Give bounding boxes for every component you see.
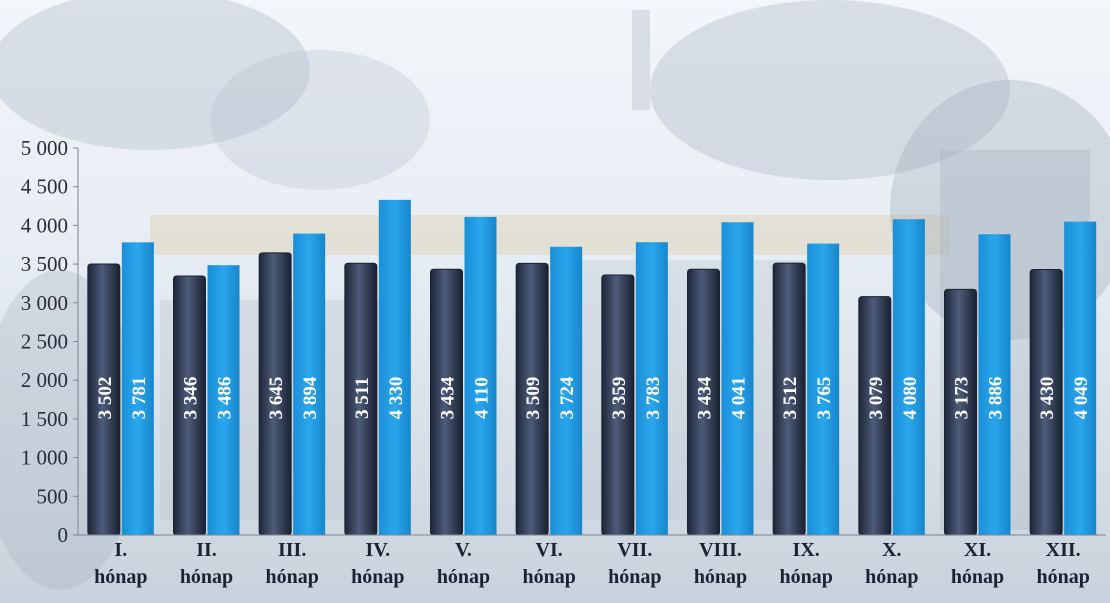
bar-series-2 bbox=[807, 243, 840, 536]
x-tick-label: V. bbox=[455, 539, 472, 561]
value-label: 3 346 bbox=[181, 377, 202, 420]
bar-series-2 bbox=[635, 242, 668, 535]
x-tick-label-sub: hónap bbox=[265, 566, 318, 588]
value-label: 3 509 bbox=[523, 377, 544, 420]
bar-series-2 bbox=[293, 233, 326, 535]
value-label: 3 783 bbox=[643, 377, 664, 420]
x-tick-label: IX. bbox=[793, 539, 820, 561]
y-tick-label: 1 500 bbox=[21, 407, 68, 431]
value-label: 3 434 bbox=[438, 376, 459, 419]
value-label: 4 041 bbox=[729, 377, 750, 420]
y-tick-label: 3 500 bbox=[21, 252, 68, 276]
x-tick-label-sub: hónap bbox=[608, 566, 661, 588]
bar-series-2 bbox=[207, 265, 240, 535]
value-label: 3 781 bbox=[129, 377, 150, 420]
value-label: 4 110 bbox=[472, 377, 493, 419]
value-label: 3 724 bbox=[557, 376, 578, 419]
value-label: 3 765 bbox=[814, 377, 835, 420]
bar-series-2 bbox=[1064, 221, 1097, 535]
bar-series-2 bbox=[464, 216, 497, 536]
value-label: 3 886 bbox=[986, 377, 1007, 420]
value-label: 3 645 bbox=[266, 377, 287, 420]
y-axis: 0 500 1 000 1 500 2 000 2 500 3 000 3 500 4 000 4… bbox=[21, 136, 79, 547]
value-label: 4 330 bbox=[386, 377, 407, 420]
value-label: 3 434 bbox=[695, 376, 716, 419]
bar-series-2 bbox=[378, 199, 411, 535]
bar-series-2 bbox=[550, 246, 583, 536]
value-label: 4 080 bbox=[900, 377, 921, 420]
bar-series-2 bbox=[978, 234, 1011, 535]
x-tick-label: XII. bbox=[1046, 539, 1081, 561]
x-tick-label-sub: hónap bbox=[437, 566, 490, 588]
x-tick-label: I. bbox=[114, 539, 127, 561]
bar-series-2 bbox=[721, 222, 754, 535]
x-tick-label: II. bbox=[196, 539, 217, 561]
y-tick-label: 5 000 bbox=[21, 136, 68, 160]
value-label: 3 511 bbox=[352, 377, 373, 419]
y-tick-label: 0 bbox=[58, 523, 69, 547]
x-tick-label-sub: hónap bbox=[351, 566, 404, 588]
x-tick-label: XI. bbox=[964, 539, 991, 561]
x-axis: I. hónap II. hónap III. hónap IV. hónap V. hónap V… bbox=[78, 534, 1106, 588]
value-label: 3 173 bbox=[952, 377, 973, 420]
y-tick-label: 4 500 bbox=[21, 175, 68, 199]
x-tick-label-sub: hónap bbox=[1036, 566, 1089, 588]
value-label: 4 049 bbox=[1071, 377, 1092, 420]
x-tick-label-sub: hónap bbox=[951, 566, 1004, 588]
y-tick-label: 500 bbox=[37, 484, 69, 508]
y-tick-label: 4 000 bbox=[21, 213, 68, 237]
value-label: 3 502 bbox=[95, 377, 116, 420]
value-label: 3 079 bbox=[866, 377, 887, 420]
x-tick-label-sub: hónap bbox=[865, 566, 918, 588]
value-label: 3 359 bbox=[609, 377, 630, 420]
x-tick-label-sub: hónap bbox=[694, 566, 747, 588]
x-tick-label: III. bbox=[278, 539, 306, 561]
value-labels: 3 502 3 781 3 346 3 486 3 645 3 894 3 511 4 330… bbox=[95, 376, 1092, 419]
x-tick-label-sub: hónap bbox=[779, 566, 832, 588]
y-tick-label: 3 000 bbox=[21, 291, 68, 315]
bar-series-2 bbox=[892, 219, 925, 535]
x-tick-label: VI. bbox=[536, 539, 563, 561]
value-label: 3 894 bbox=[300, 376, 321, 419]
x-tick-label: X. bbox=[882, 539, 901, 561]
bars bbox=[87, 199, 1097, 536]
value-label: 3 512 bbox=[780, 377, 801, 420]
x-tick-label: VIII. bbox=[699, 539, 742, 561]
x-tick-label-sub: hónap bbox=[94, 566, 147, 588]
y-tick-label: 1 000 bbox=[21, 446, 68, 470]
y-tick-label: 2 500 bbox=[21, 330, 68, 354]
x-tick-label: VII. bbox=[617, 539, 652, 561]
x-tick-label: IV. bbox=[366, 539, 391, 561]
x-tick-label-sub: hónap bbox=[180, 566, 233, 588]
y-tick-label: 2 000 bbox=[21, 368, 68, 392]
bar-series-2 bbox=[121, 242, 154, 536]
value-label: 3 430 bbox=[1037, 377, 1058, 420]
x-tick-label-sub: hónap bbox=[522, 566, 575, 588]
value-label: 3 486 bbox=[215, 377, 236, 420]
